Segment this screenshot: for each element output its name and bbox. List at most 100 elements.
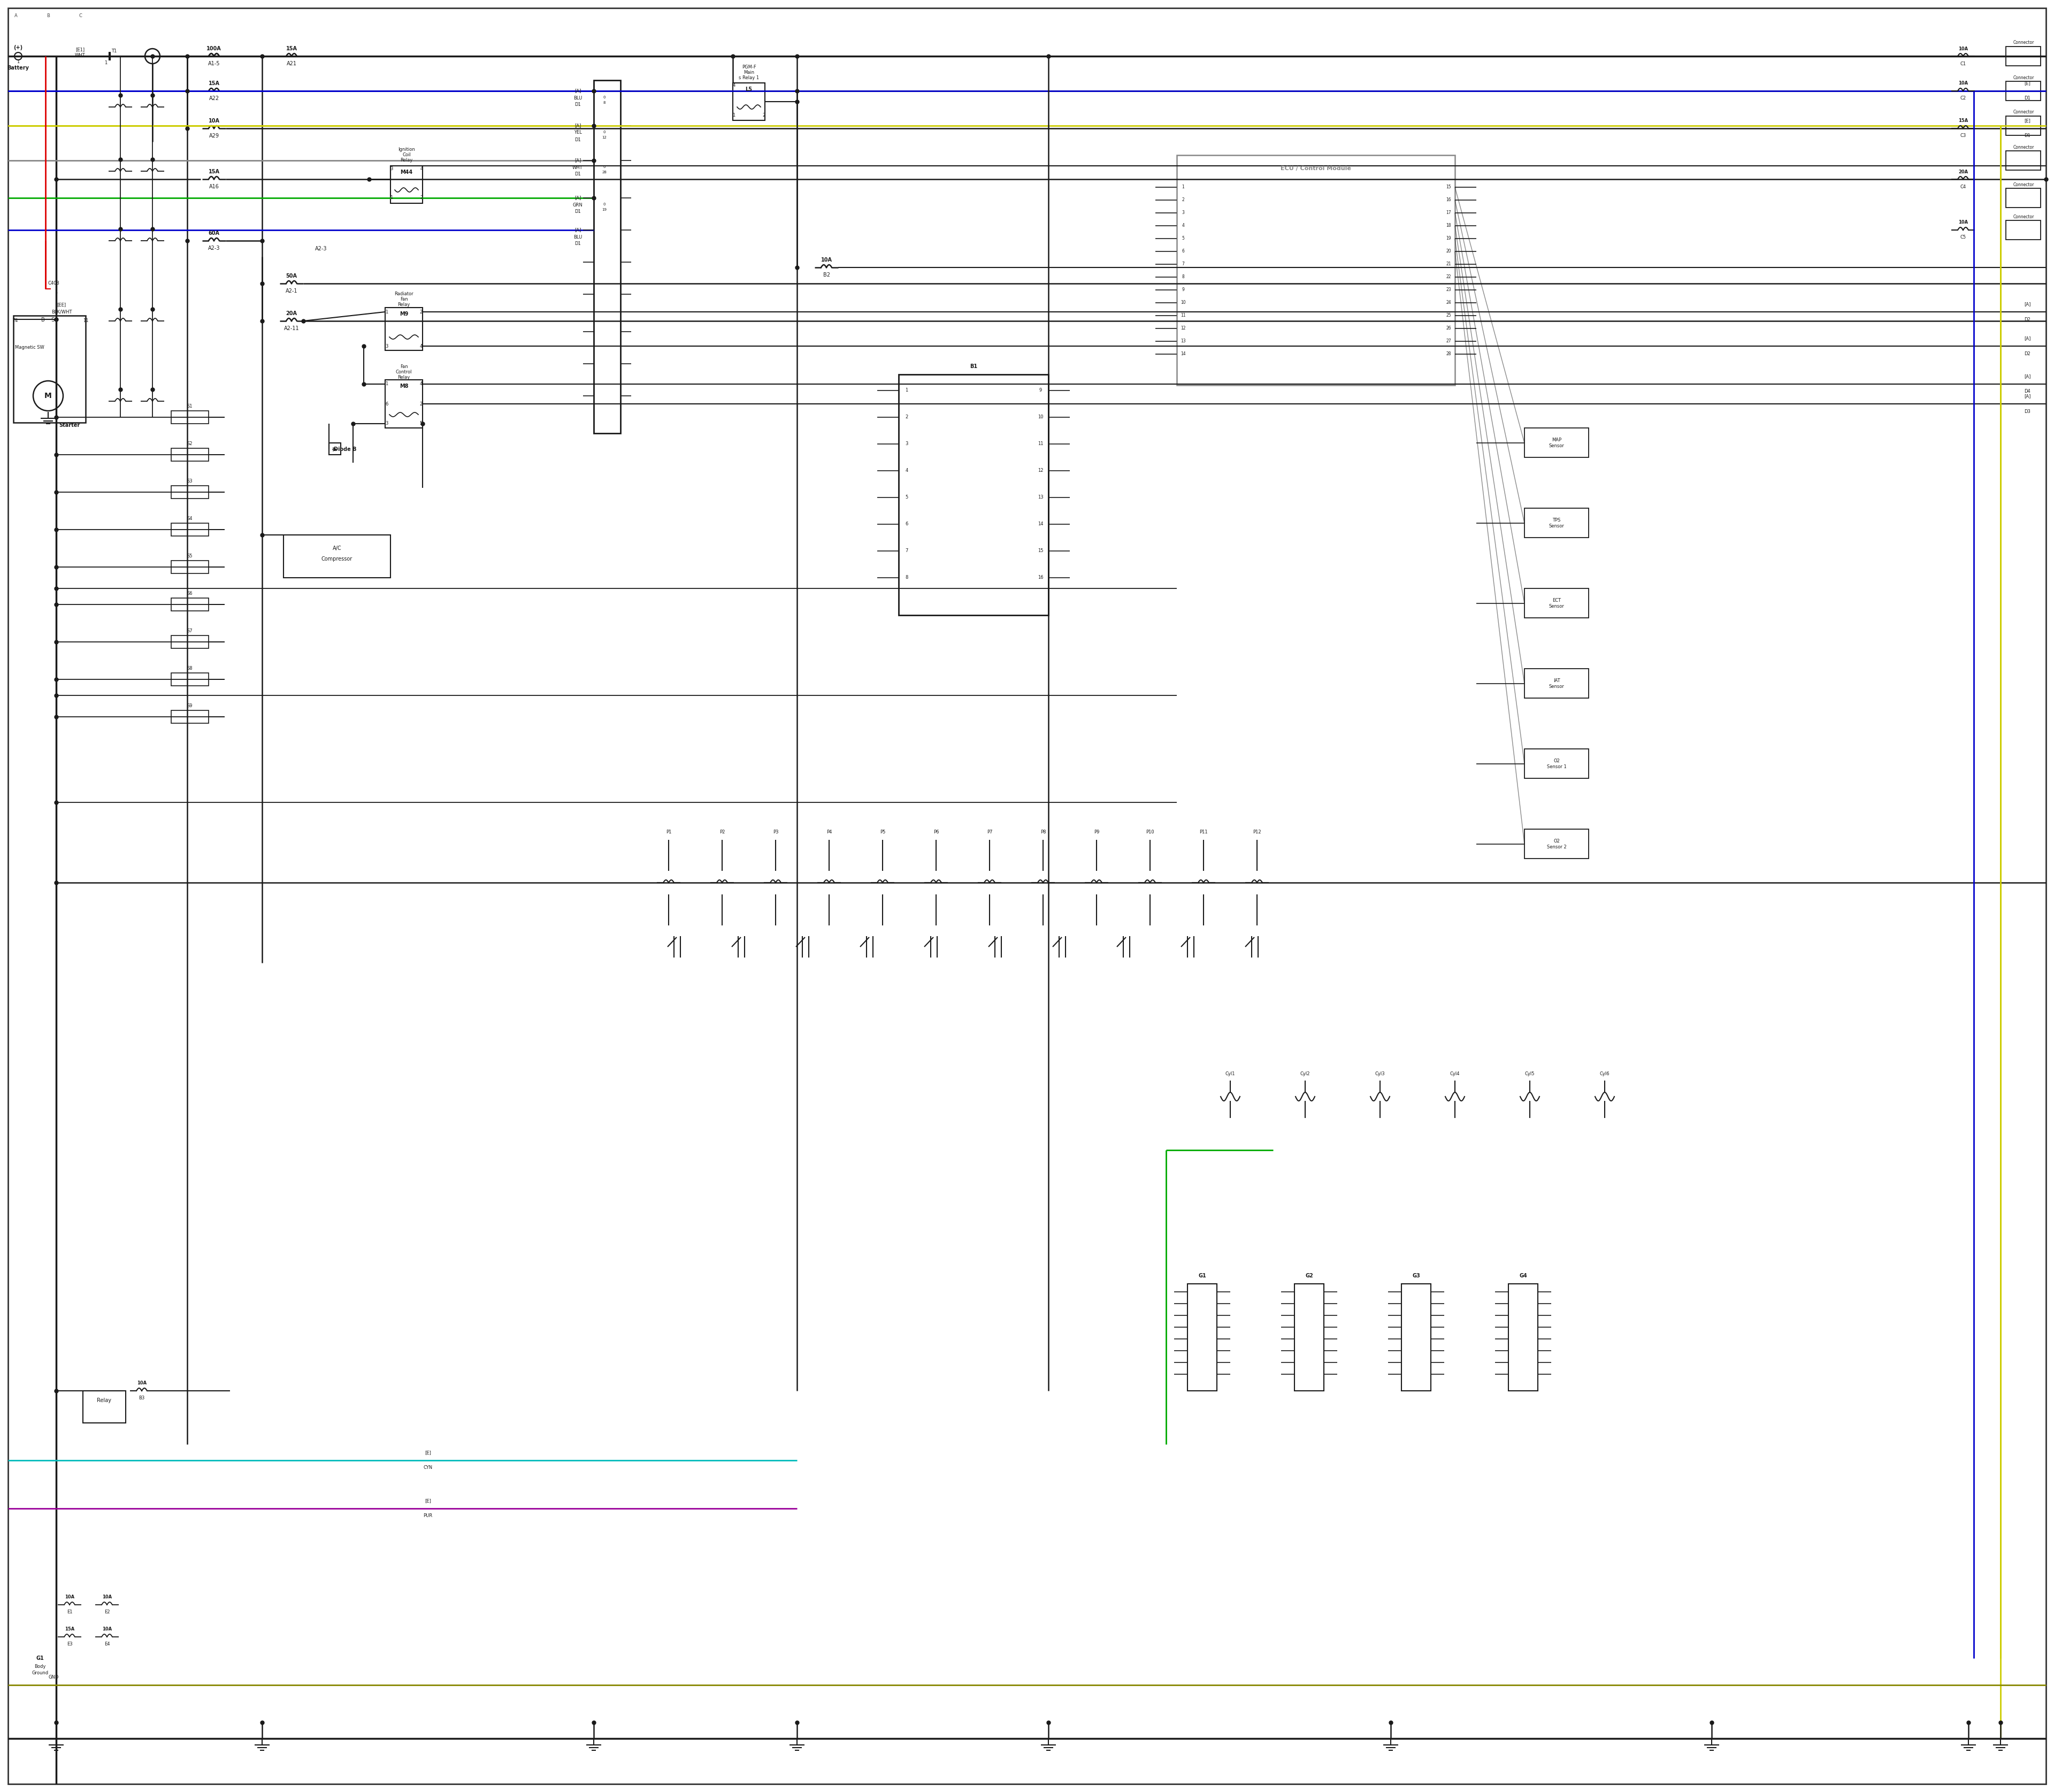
Bar: [1187, 1283, 1216, 1391]
Text: Connector: Connector: [2013, 145, 2033, 149]
Text: A2-3: A2-3: [314, 246, 327, 251]
Text: Ground: Ground: [31, 1670, 49, 1676]
Text: 4: 4: [421, 167, 423, 170]
Text: S6: S6: [187, 591, 193, 597]
Text: 5: 5: [1181, 237, 1185, 240]
Text: A: A: [14, 14, 18, 18]
Bar: [2007, 47, 2040, 66]
Text: E2: E2: [105, 1609, 109, 1615]
Text: 8: 8: [1181, 274, 1185, 280]
Text: G1: G1: [1197, 1272, 1206, 1278]
Bar: [1401, 1283, 1432, 1391]
Text: Cyl3: Cyl3: [1374, 1072, 1384, 1077]
Text: O2
Sensor 1: O2 Sensor 1: [1547, 758, 1567, 769]
Text: 10A: 10A: [64, 1595, 74, 1600]
Text: Cyl5: Cyl5: [1524, 1072, 1534, 1077]
Text: G3: G3: [1413, 1272, 1419, 1278]
Text: P3: P3: [772, 830, 778, 835]
Text: 25: 25: [1446, 314, 1450, 317]
Bar: [390, 167, 423, 202]
Text: A2-3: A2-3: [207, 246, 220, 251]
Text: 4: 4: [906, 468, 908, 473]
Text: [A]: [A]: [575, 88, 581, 93]
Text: Relay: Relay: [398, 303, 411, 306]
Bar: [1524, 749, 1588, 778]
Text: Cyl1: Cyl1: [1226, 1072, 1234, 1077]
Text: P10: P10: [1146, 830, 1154, 835]
Text: 100A: 100A: [207, 47, 222, 52]
Text: GND: GND: [49, 1676, 60, 1679]
Text: A29: A29: [210, 133, 220, 138]
Text: D2: D2: [2023, 351, 2031, 357]
Text: 0: 0: [604, 202, 606, 206]
Text: B2: B2: [824, 272, 830, 278]
Bar: [2007, 220, 2040, 240]
Text: 16: 16: [1446, 197, 1450, 202]
Text: 12: 12: [602, 136, 606, 140]
Text: TPS
Sensor: TPS Sensor: [1549, 518, 1565, 529]
Text: 2: 2: [419, 310, 423, 314]
Text: O2
Sensor 2: O2 Sensor 2: [1547, 839, 1567, 849]
Text: (+): (+): [14, 45, 23, 50]
Text: 1: 1: [16, 59, 21, 65]
Text: Connector: Connector: [2013, 75, 2033, 81]
Text: WHT: WHT: [76, 52, 86, 57]
Text: 26: 26: [1446, 326, 1450, 332]
Text: [A]: [A]: [2023, 303, 2031, 306]
Text: GRN: GRN: [573, 202, 583, 208]
Text: Battery: Battery: [8, 65, 29, 70]
Text: A21: A21: [286, 61, 296, 66]
Text: 2: 2: [762, 113, 766, 118]
Text: B3: B3: [140, 1396, 144, 1401]
Text: ECT
Sensor: ECT Sensor: [1549, 599, 1565, 609]
Text: A1-5: A1-5: [207, 61, 220, 66]
Bar: [1177, 156, 1454, 385]
Text: 11: 11: [82, 319, 88, 323]
Text: 0: 0: [604, 95, 606, 99]
Text: 1: 1: [906, 389, 908, 392]
Text: D1: D1: [2023, 133, 2031, 138]
Text: D1: D1: [575, 102, 581, 108]
Text: P12: P12: [1253, 830, 1261, 835]
Text: PUR: PUR: [423, 1514, 433, 1518]
Text: MAP
Sensor: MAP Sensor: [1549, 437, 1565, 448]
Text: Compressor: Compressor: [320, 556, 353, 561]
Text: 10: 10: [1037, 414, 1043, 419]
Text: E3: E3: [66, 1641, 72, 1647]
Text: ECU / Control Module: ECU / Control Module: [1280, 167, 1352, 172]
Text: 7: 7: [1181, 262, 1185, 267]
Text: BLU: BLU: [573, 235, 581, 240]
Text: 10A: 10A: [207, 118, 220, 124]
Text: 20: 20: [1446, 249, 1450, 254]
Text: [A]: [A]: [2023, 337, 2031, 340]
Text: 1: 1: [55, 289, 58, 294]
Text: D4: D4: [2023, 389, 2031, 394]
Text: Cyl4: Cyl4: [1450, 1072, 1460, 1077]
Text: [A]: [A]: [575, 195, 581, 201]
Bar: [2007, 81, 2040, 100]
Text: 6: 6: [386, 401, 388, 407]
Text: P5: P5: [879, 830, 885, 835]
Text: BLK/WHT: BLK/WHT: [51, 310, 72, 314]
Text: D1: D1: [575, 210, 581, 215]
Text: [A]: [A]: [575, 124, 581, 127]
Text: [E]: [E]: [2023, 118, 2031, 124]
Text: S5: S5: [187, 554, 193, 559]
Text: 2: 2: [419, 401, 423, 407]
Text: 3: 3: [906, 441, 908, 446]
Text: B    S: B S: [41, 317, 55, 323]
Text: 3: 3: [1181, 210, 1185, 215]
Text: 5: 5: [906, 495, 908, 500]
Text: S2: S2: [187, 441, 193, 446]
Bar: [2007, 188, 2040, 208]
Text: M9: M9: [398, 312, 409, 317]
Text: 13: 13: [1037, 495, 1043, 500]
Text: 13: 13: [1181, 339, 1185, 344]
Text: Relay: Relay: [401, 158, 413, 163]
Text: 15: 15: [1446, 185, 1450, 190]
Text: 1: 1: [105, 61, 107, 65]
Bar: [170, 710, 210, 724]
Text: A/C: A/C: [333, 545, 341, 550]
Text: s Relay 1: s Relay 1: [739, 75, 760, 81]
Text: Cyl2: Cyl2: [1300, 1072, 1310, 1077]
